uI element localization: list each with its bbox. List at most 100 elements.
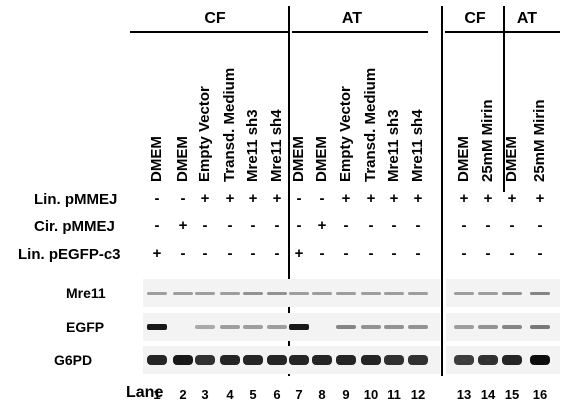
plus-sign: +	[535, 190, 545, 207]
blot-band	[195, 291, 215, 295]
minus-sign: -	[343, 217, 349, 234]
minus-sign: -	[368, 245, 374, 262]
minus-sign: -	[250, 245, 256, 262]
blot-band	[243, 355, 263, 365]
condition-label: Empty Vector	[196, 86, 213, 182]
minus-sign: -	[415, 217, 421, 234]
plus-sign: +	[483, 190, 493, 207]
plus-sign: +	[389, 190, 399, 207]
group-label: AT	[341, 10, 363, 27]
condition-label: DMEM	[455, 136, 472, 182]
lane-number: 4	[226, 387, 234, 402]
lane-number: 11	[387, 387, 401, 402]
plus-sign: +	[507, 190, 517, 207]
minus-sign: -	[227, 217, 233, 234]
blot-band	[502, 355, 522, 365]
minus-sign: -	[537, 245, 543, 262]
blot-band	[267, 291, 287, 295]
minus-sign: -	[509, 245, 515, 262]
lane-number: 15	[504, 387, 520, 402]
minus-sign: -	[296, 217, 302, 234]
plus-sign: +	[341, 190, 351, 207]
minus-sign: -	[319, 190, 325, 207]
plus-sign: +	[459, 190, 469, 207]
minus-sign: -	[509, 217, 515, 234]
minus-sign: -	[461, 245, 467, 262]
plus-sign: +	[225, 190, 235, 207]
blot-band	[454, 355, 474, 365]
row-label: Cir. pMMEJ	[34, 218, 115, 235]
blot-band	[530, 325, 550, 329]
group-underline	[130, 31, 290, 33]
blot-band	[267, 355, 287, 365]
minus-sign: -	[180, 190, 186, 207]
blot-band	[173, 355, 193, 365]
blot-band	[502, 291, 522, 295]
minus-sign: -	[343, 245, 349, 262]
blot-band	[312, 291, 332, 295]
blot-band	[195, 325, 215, 329]
blot-band	[243, 325, 263, 329]
blot-band	[147, 291, 167, 295]
plus-sign: +	[413, 190, 423, 207]
lane-number: 16	[532, 387, 548, 402]
blot-background	[143, 279, 440, 307]
row-label: Lin. pMMEJ	[34, 191, 118, 208]
minus-sign: -	[485, 217, 491, 234]
minus-sign: -	[250, 217, 256, 234]
minus-sign: -	[461, 217, 467, 234]
minus-sign: -	[319, 245, 325, 262]
plus-sign: +	[152, 245, 162, 262]
condition-label: DMEM	[503, 136, 520, 182]
condition-label: DMEM	[290, 136, 307, 182]
condition-label: Transd. Medium	[221, 67, 238, 182]
blot-band	[195, 355, 215, 365]
condition-label: 25mM Mirin	[479, 99, 496, 182]
lane-number: 10	[363, 387, 379, 402]
blot-band	[173, 291, 193, 295]
plus-sign: +	[178, 217, 188, 234]
blot-band	[384, 291, 404, 295]
blot-band	[289, 291, 309, 295]
group-label: CF	[204, 10, 226, 27]
group-separator	[288, 6, 290, 376]
blot-band	[289, 355, 309, 365]
lane-number: 12	[410, 387, 426, 402]
blot-band	[336, 291, 356, 295]
row-label: Lin. pEGFP-c3	[18, 246, 121, 263]
blot-band	[267, 325, 287, 329]
condition-label: Mre11 sh4	[268, 109, 285, 182]
condition-label: 25mM Mirin	[531, 99, 548, 182]
condition-label: Mre11 sh4	[409, 109, 426, 182]
condition-label: Mre11 sh3	[244, 109, 261, 182]
blot-band	[478, 291, 498, 295]
lane-number: 13	[456, 387, 472, 402]
blot-band	[408, 355, 428, 365]
blot-band	[220, 325, 240, 329]
blot-band	[478, 355, 498, 365]
blot-band	[361, 291, 381, 295]
lane-number: 1	[153, 387, 161, 402]
blot-band	[243, 291, 263, 295]
group-separator	[503, 6, 505, 192]
blot-label: Mre11	[66, 285, 106, 301]
lane-number: 6	[273, 387, 281, 402]
group-underline	[292, 31, 428, 33]
blot-band	[502, 325, 522, 329]
plus-sign: +	[294, 245, 304, 262]
blot-band	[408, 291, 428, 295]
group-separator	[441, 6, 443, 376]
minus-sign: -	[537, 217, 543, 234]
plus-sign: +	[366, 190, 376, 207]
minus-sign: -	[485, 245, 491, 262]
condition-label: Empty Vector	[337, 86, 354, 182]
lane-number: 9	[342, 387, 350, 402]
minus-sign: -	[274, 245, 280, 262]
blot-band	[408, 325, 428, 329]
minus-sign: -	[202, 245, 208, 262]
blot-band	[530, 355, 550, 365]
blot-band	[384, 355, 404, 365]
condition-label: DMEM	[174, 136, 191, 182]
lane-number: 5	[249, 387, 257, 402]
lane-number: 3	[201, 387, 209, 402]
